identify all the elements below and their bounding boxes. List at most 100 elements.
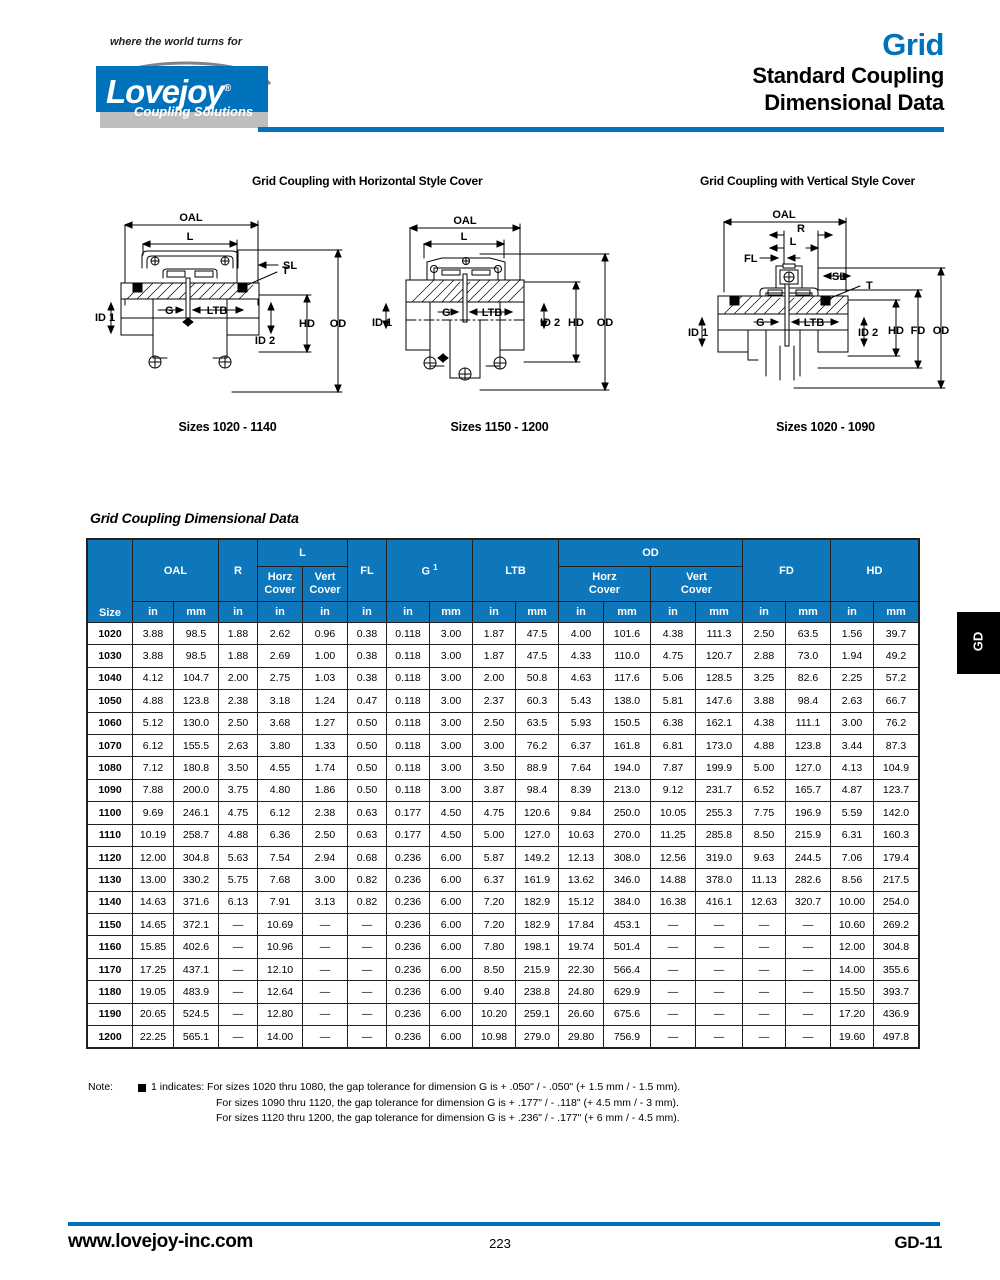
table-cell: 5.63 <box>218 845 258 870</box>
table-cell: 3.68 <box>257 711 303 735</box>
table-cell: 9.40 <box>472 980 516 1004</box>
table-cell: — <box>650 1025 696 1050</box>
footer-website[interactable]: www.lovejoy-inc.com <box>68 1231 253 1252</box>
table-cell: 2.94 <box>302 845 348 870</box>
svg-text:OAL: OAL <box>179 212 203 224</box>
table-cell: 138.0 <box>603 689 651 713</box>
unit-r-in: in <box>218 601 258 623</box>
footnote-line-1: 1 indicates: For sizes 1020 thru 1080, t… <box>151 1081 681 1093</box>
table-cell: 199.9 <box>695 756 743 780</box>
table-cell: 7.54 <box>257 845 303 870</box>
table-cell: 0.236 <box>386 957 430 982</box>
table-cell: 0.118 <box>386 689 430 713</box>
col-group-od: OD <box>558 538 743 567</box>
table-cell: 524.5 <box>173 1002 219 1027</box>
footnote-label: Note: <box>88 1081 114 1093</box>
table-cell: 3.87 <box>472 778 516 803</box>
table-cell: 7.20 <box>472 890 516 915</box>
table-cell: 497.8 <box>873 1025 920 1050</box>
table-cell: 304.8 <box>173 845 219 870</box>
table-cell: 6.00 <box>429 890 473 915</box>
table-cell: 200.0 <box>173 778 219 803</box>
table-cell: 14.65 <box>132 913 174 937</box>
table-cell: 2.88 <box>742 644 786 668</box>
table-cell: 0.63 <box>347 801 387 825</box>
svg-text:LTB: LTB <box>804 317 825 329</box>
table-cell: 6.37 <box>472 868 516 892</box>
table-row: 1180 19.05 483.9—12.64— —0.236 6.00 9.40 238.8… <box>86 980 920 1004</box>
table-cell: 127.0 <box>515 823 559 847</box>
table-cell: 87.3 <box>873 733 920 758</box>
table-cell: 165.7 <box>785 778 831 803</box>
table-row: 1160 15.85 402.6—10.96— —0.236 6.00 7.80 198.1… <box>86 935 920 959</box>
table-cell: 5.00 <box>742 756 786 780</box>
table-cell: — <box>218 913 258 937</box>
table-cell: 5.59 <box>830 801 874 825</box>
table-cell: 3.00 <box>429 733 473 758</box>
figure-horizontal-small: OAL L SL T G LTB ID 1 ID 2 HD OD <box>95 212 346 394</box>
table-cell: 98.4 <box>785 689 831 713</box>
col-group-r: R <box>218 538 258 602</box>
table-cell: 179.4 <box>873 845 920 870</box>
table-row: 1100 9.69 246.1 4.75 6.12 2.38 0.63 0.177 4.50 4.… <box>86 801 920 825</box>
table-cell: 160.3 <box>873 823 920 847</box>
table-cell: 0.236 <box>386 913 430 937</box>
footnote-marker-g1: 1 <box>433 563 438 573</box>
figure-vertical: OAL R L FL SL T G LTB ID 1 ID 2 HD FD OD <box>688 209 949 390</box>
svg-text:R: R <box>797 223 805 235</box>
table-cell: 10.05 <box>650 801 696 825</box>
table-cell: 231.7 <box>695 778 743 803</box>
table-cell: 0.236 <box>386 868 430 892</box>
table-cell: 0.177 <box>386 823 430 847</box>
table-cell: — <box>218 935 258 959</box>
table-cell: 117.6 <box>603 666 651 691</box>
table-cell: 675.6 <box>603 1002 651 1027</box>
svg-text:G: G <box>756 317 765 329</box>
table-cell: 49.2 <box>873 644 920 668</box>
table-cell: 2.62 <box>257 621 303 646</box>
table-cell: 4.13 <box>830 756 874 780</box>
table-cell: 0.236 <box>386 935 430 959</box>
table-cell: 6.52 <box>742 778 786 803</box>
table-cell: 3.88 <box>132 621 174 646</box>
table-cell: 279.0 <box>515 1025 559 1050</box>
svg-text:ID 2: ID 2 <box>540 317 560 329</box>
table-cell: 2.63 <box>218 733 258 758</box>
table-cell: 0.118 <box>386 666 430 691</box>
table-cell: 259.1 <box>515 1002 559 1027</box>
unit-g-in: in <box>386 601 430 623</box>
table-cell: 270.0 <box>603 823 651 847</box>
table-cell: 6.13 <box>218 890 258 915</box>
unit-ltb-in: in <box>472 601 516 623</box>
table-cell: 14.00 <box>257 1025 303 1050</box>
subcol-l-horz-cover: Horz Cover <box>257 566 303 602</box>
table-cell: 7.68 <box>257 868 303 892</box>
table-cell: 304.8 <box>873 935 920 959</box>
unit-g-mm: mm <box>429 601 473 623</box>
table-cell: 5.43 <box>558 689 604 713</box>
table-cell-size: 1040 <box>86 666 133 691</box>
table-cell: — <box>695 1025 743 1050</box>
unit-hd-mm: mm <box>873 601 920 623</box>
dimensional-data-table: Size OAL R L FL G 1 LTB OD FD HD Horz Cov… <box>86 538 920 1050</box>
table-cell: — <box>742 913 786 937</box>
table-cell: 194.0 <box>603 756 651 780</box>
table-cell: 110.0 <box>603 644 651 668</box>
table-cell: 7.64 <box>558 756 604 780</box>
table-cell: 4.88 <box>132 689 174 713</box>
table-cell: 12.56 <box>650 845 696 870</box>
logo-wordmark: Lovejoy® <box>106 73 231 110</box>
table-cell: — <box>742 1002 786 1027</box>
section-tab-label: GD <box>970 631 986 652</box>
unit-od-vert-mm: mm <box>695 601 743 623</box>
table-cell: 258.7 <box>173 823 219 847</box>
title-dimensional-data: Dimensional Data <box>764 90 944 115</box>
table-cell-size: 1150 <box>86 913 133 937</box>
table-cell: 147.6 <box>695 689 743 713</box>
table-cell-size: 1180 <box>86 980 133 1004</box>
table-cell: 282.6 <box>785 868 831 892</box>
section-tab-gd: GD <box>957 612 1000 674</box>
table-cell: 20.65 <box>132 1002 174 1027</box>
table-cell: — <box>695 935 743 959</box>
table-cell: 6.81 <box>650 733 696 758</box>
